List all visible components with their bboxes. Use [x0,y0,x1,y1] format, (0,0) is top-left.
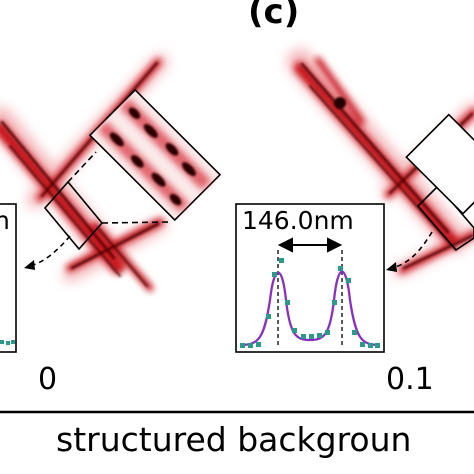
right-measurement-label: 146.0nm [242,206,354,235]
right-zoom-region-box [416,184,474,252]
right-filament-image [287,49,474,278]
right-value-label: 0.1 [386,362,434,397]
right-profile-arrow-head [386,262,397,272]
axis-label: structured backgroun [56,420,412,459]
magnified-inset [88,88,222,222]
left-profile-arrow-head [24,260,35,270]
left-measurement-label: n [0,206,10,235]
right-magnified-inset-partial [405,113,474,215]
panel-label: (c) [248,0,300,32]
left-zoom-connector-bottom [101,221,171,224]
left-value-label: 0 [38,362,58,397]
right-profile-plot [235,203,385,353]
left-profile-arrow [29,235,71,267]
right-profile-arrow [391,231,433,269]
peak-distance-arrow [277,237,343,253]
fit-curve [239,270,381,347]
left-profile-plot [0,203,17,353]
left-zoom-connector-top [67,151,97,183]
profile-data-points [240,258,380,348]
